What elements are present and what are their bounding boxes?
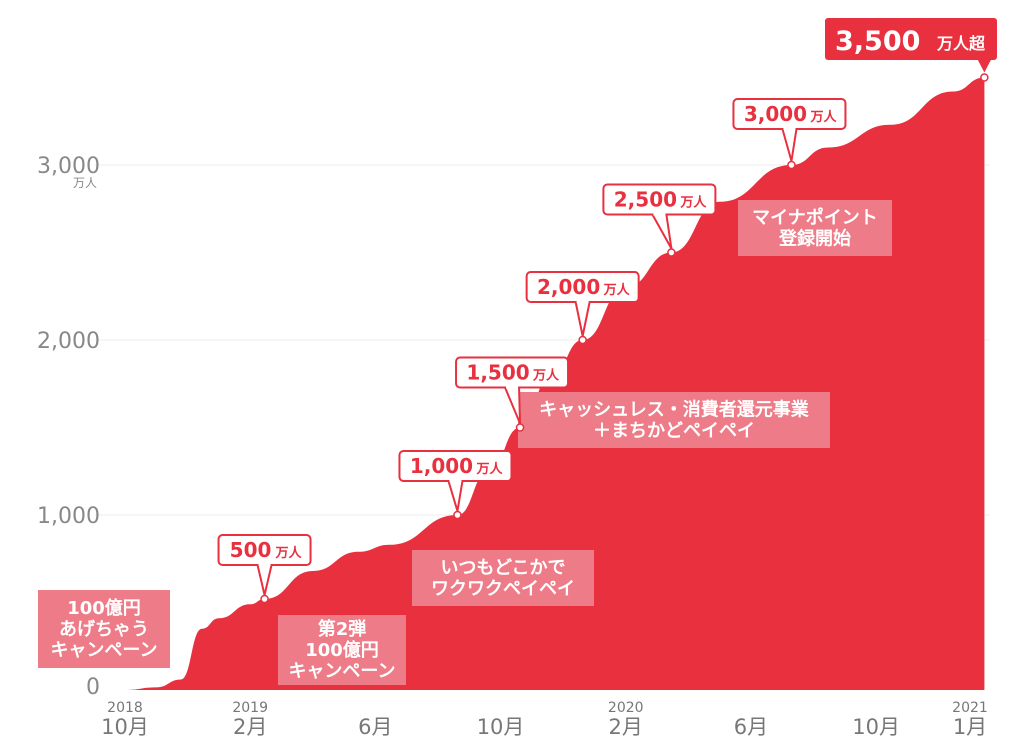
event-annotations: 100億円あげちゃうキャンペーン第2弾100億円キャンペーンいつもどこかでワクワ… bbox=[38, 200, 892, 685]
milestone-point bbox=[667, 248, 676, 257]
x-tick-label: 6月 bbox=[734, 715, 768, 739]
final-box bbox=[825, 18, 997, 60]
milestone-point bbox=[260, 594, 269, 604]
x-tick-label: 10月 bbox=[101, 715, 149, 739]
event-box bbox=[38, 590, 170, 668]
final-pointer bbox=[977, 59, 992, 73]
milestone-pointer bbox=[574, 301, 591, 337]
y-tick-label: 1,000 bbox=[37, 504, 100, 529]
event-text-line: キャンペーン bbox=[50, 640, 157, 661]
milestone-callout: 2,000 万人 bbox=[525, 271, 640, 345]
x-tick-label: 10月 bbox=[852, 715, 900, 739]
pointer-mask bbox=[576, 300, 589, 303]
milestone-value: 2,500 bbox=[614, 188, 677, 212]
milestone-value: 3,000 bbox=[744, 102, 807, 126]
x-tick-label: 6月 bbox=[358, 715, 392, 739]
x-tick-label: 2月 bbox=[233, 715, 267, 739]
milestone-value: 1,500 bbox=[466, 361, 529, 385]
event-text-line: ワクワクペイペイ bbox=[431, 579, 575, 600]
milestone-point bbox=[453, 510, 462, 520]
y-unit-label: 万人 bbox=[73, 176, 97, 190]
milestone-pointer bbox=[447, 480, 464, 512]
event-box bbox=[738, 200, 892, 256]
pointer-mask bbox=[449, 479, 462, 482]
milestone-callout: 2,500 万人 bbox=[602, 183, 717, 257]
event-text-line: キャッシュレス・消費者還元事業 bbox=[539, 399, 810, 421]
event-text-line: 第2弾 bbox=[318, 618, 367, 640]
milestone-pointer bbox=[651, 214, 673, 250]
milestone-callout: 1,500 万人 bbox=[455, 356, 570, 432]
event-text-line: あげちゃう bbox=[59, 619, 149, 640]
x-tick-label: 2月 bbox=[609, 715, 643, 739]
milestone-pointer bbox=[781, 128, 798, 162]
event-text-line: ＋まちかどペイペイ bbox=[593, 421, 755, 442]
pointer-mask bbox=[506, 385, 519, 389]
event-text-line: マイナポイント bbox=[752, 207, 878, 229]
milestone-unit: 万人 bbox=[603, 282, 631, 298]
y-tick-label: 3,000 bbox=[37, 154, 100, 179]
milestone-value: 2,000 bbox=[537, 275, 600, 299]
milestone-pointer bbox=[504, 387, 522, 425]
event-annotation: キャッシュレス・消費者還元事業＋まちかどペイペイ bbox=[518, 392, 830, 448]
final-value: 3,500 bbox=[835, 26, 920, 57]
event-text-line: 100億円 bbox=[67, 597, 141, 619]
milestone-point bbox=[515, 423, 525, 432]
milestone-value: 500 bbox=[230, 538, 272, 562]
milestone-unit: 万人 bbox=[475, 461, 503, 477]
event-box bbox=[278, 615, 406, 685]
x-tick-label: 1月 bbox=[953, 715, 987, 739]
final-unit: 万人超 bbox=[936, 34, 986, 53]
milestone-callouts: 500 万人1,000 万人1,500 万人2,000 万人2,500 万人3,000 万人 bbox=[217, 98, 847, 604]
pointer-mask bbox=[783, 127, 796, 130]
y-tick-label: 2,000 bbox=[37, 329, 100, 354]
milestone-unit: 万人 bbox=[679, 195, 707, 211]
event-text-line: キャンペーン bbox=[288, 661, 395, 682]
milestone-callout: 3,000 万人 bbox=[732, 98, 847, 170]
event-box bbox=[518, 392, 830, 448]
y-tick-label: 0 bbox=[86, 675, 100, 700]
milestone-value: 1,000 bbox=[410, 454, 473, 478]
x-tick-year: 2018 bbox=[107, 700, 143, 716]
milestone-point bbox=[578, 335, 587, 345]
pointer-mask bbox=[258, 563, 271, 566]
event-text-line: 100億円 bbox=[305, 639, 379, 661]
milestone-pointer bbox=[256, 564, 273, 596]
event-text-line: 登録開始 bbox=[778, 228, 851, 250]
milestone-unit: 万人 bbox=[809, 109, 837, 125]
final-point bbox=[980, 73, 989, 82]
x-tick-label: 10月 bbox=[477, 715, 525, 739]
milestone-unit: 万人 bbox=[275, 545, 303, 561]
event-box bbox=[412, 550, 594, 606]
x-tick-year: 2020 bbox=[608, 700, 644, 716]
milestone-point bbox=[787, 160, 796, 170]
event-text-line: いつもどこかで bbox=[440, 558, 565, 579]
x-tick-year: 2021 bbox=[952, 700, 988, 716]
x-tick-year: 2019 bbox=[232, 700, 268, 716]
pointer-mask bbox=[653, 212, 666, 216]
milestone-callout: 500 万人 bbox=[217, 534, 312, 604]
milestone-unit: 万人 bbox=[532, 368, 560, 384]
milestone-callout: 1,000 万人 bbox=[398, 450, 513, 520]
final-callout: 3,500 万人超 bbox=[825, 18, 997, 82]
